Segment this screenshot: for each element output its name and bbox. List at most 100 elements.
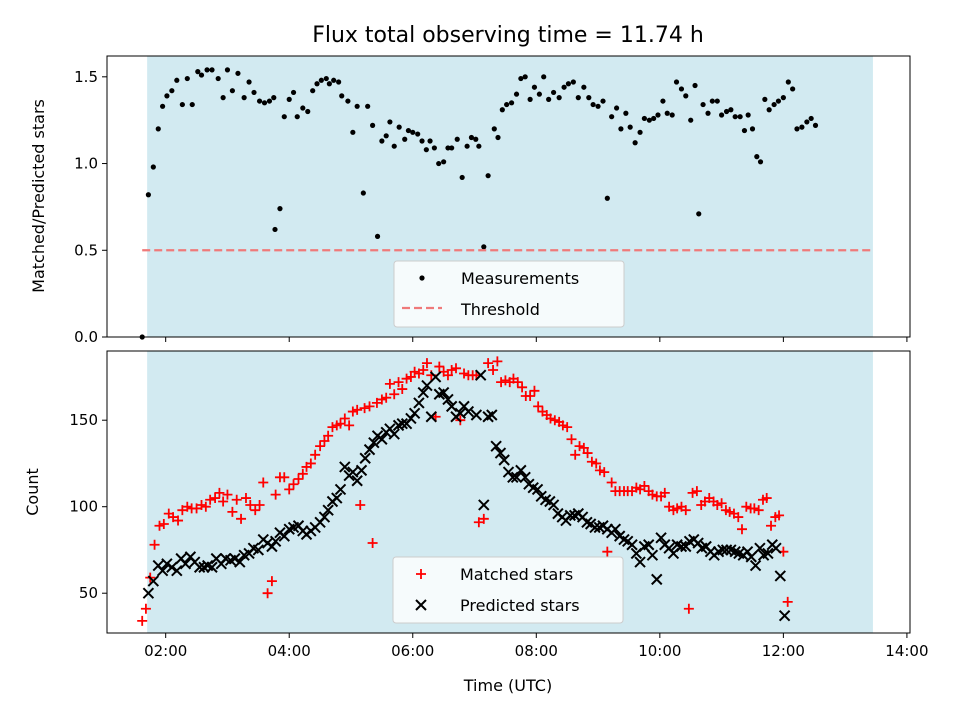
measurement-point [323,75,329,82]
predicted-star-point [206,561,218,573]
measurement-point [692,82,698,89]
matched-star-point [196,499,207,510]
predicted-star-point [429,371,442,383]
matched-star-point [367,538,378,549]
measurement-point [745,112,751,118]
legend-measurement-marker [419,275,425,281]
matched-star-point [606,477,617,488]
measurement-point [195,69,201,75]
matched-star-point [339,413,350,424]
measurement-point [561,84,567,90]
measurement-point [261,100,268,106]
predicted-star-point [490,440,502,452]
matched-star-point [310,449,321,460]
measurement-point [504,101,510,108]
matched-star-point [733,512,744,523]
measurement-point [581,84,587,90]
matched-star-point [483,358,494,369]
matched-star-point [218,496,229,507]
matched-star-point [574,441,585,452]
matched-star-point [323,430,334,441]
measurement-point [575,95,581,101]
matched-star-point [594,465,605,476]
measurement-point [454,136,460,142]
measurement-point [387,119,393,125]
top-y-tick-label: 0.5 [74,241,98,259]
measurement-point [198,72,205,78]
legend-matched-marker [416,569,426,579]
measurement-point [522,74,528,80]
bottom-y-tick-label: 150 [69,411,98,429]
measurement-point [696,211,702,217]
x-tick-label: 14:00 [885,642,928,660]
measurement-point [331,77,337,83]
matched-star-point [258,477,269,488]
predicted-star-point [339,461,351,473]
x-tick-label: 06:00 [391,642,434,660]
matched-star-point [659,487,670,498]
matched-star-point [279,472,290,483]
predicted-star-point [269,535,282,548]
matched-star-point [492,356,503,367]
measurement-point [305,108,311,115]
bottom-y-axis-label: Count [23,468,42,516]
measurement-point [651,115,657,122]
measurement-point [169,88,175,94]
predicted-star-point [486,409,498,421]
matched-star-point [401,373,412,384]
matched-star-point [782,596,793,607]
measurement-point [669,112,675,118]
measurement-point [705,110,711,116]
measurement-point [790,86,796,92]
measurement-point [660,98,666,104]
measurement-point [590,101,596,108]
measurement-point [174,77,180,83]
matched-star-point [647,489,658,500]
measurement-point [632,140,638,146]
measurement-point [495,134,501,141]
measurement-point [354,103,360,109]
measurement-point [754,154,760,160]
matched-star-point [205,494,216,505]
matched-star-point [344,420,355,431]
measurement-point [785,79,791,85]
measurement-point [664,110,670,116]
predicted-star-point [363,443,376,456]
measurement-point [445,145,451,151]
measurement-point [271,95,277,101]
matched-star-point [222,489,233,500]
predicted-star-point [778,609,791,622]
predicted-star-point [425,411,437,423]
legend-label: Predicted stars [460,596,580,615]
measurement-point [637,129,643,135]
matched-star-point [766,520,777,531]
matched-star-point [288,479,299,490]
matched-star-point [446,365,457,376]
measurement-point [473,136,479,142]
predicted-star-point [437,386,450,399]
measurement-point [419,138,425,144]
measurement-point [613,105,620,111]
predicted-star-point [774,570,786,582]
measurement-point [229,88,235,94]
predicted-star-point [745,551,757,563]
top-y-tick-label: 0.0 [74,328,98,346]
matched-star-point [158,519,169,530]
measurement-point [565,81,572,87]
matched-star-point [335,418,346,429]
predicted-star-point [445,400,458,413]
matched-star-point [680,505,691,516]
measurement-point [732,114,738,120]
predicted-star-point [355,464,368,477]
matched-star-point [140,603,151,614]
matched-star-point [761,493,772,504]
measurement-point [339,93,345,99]
measurement-point [723,108,730,115]
matched-star-point [389,389,400,400]
measurement-point [714,98,720,104]
measurement-point [491,126,497,132]
predicted-star-point [408,407,421,419]
measurement-point [423,147,429,153]
measurement-point [415,131,421,137]
